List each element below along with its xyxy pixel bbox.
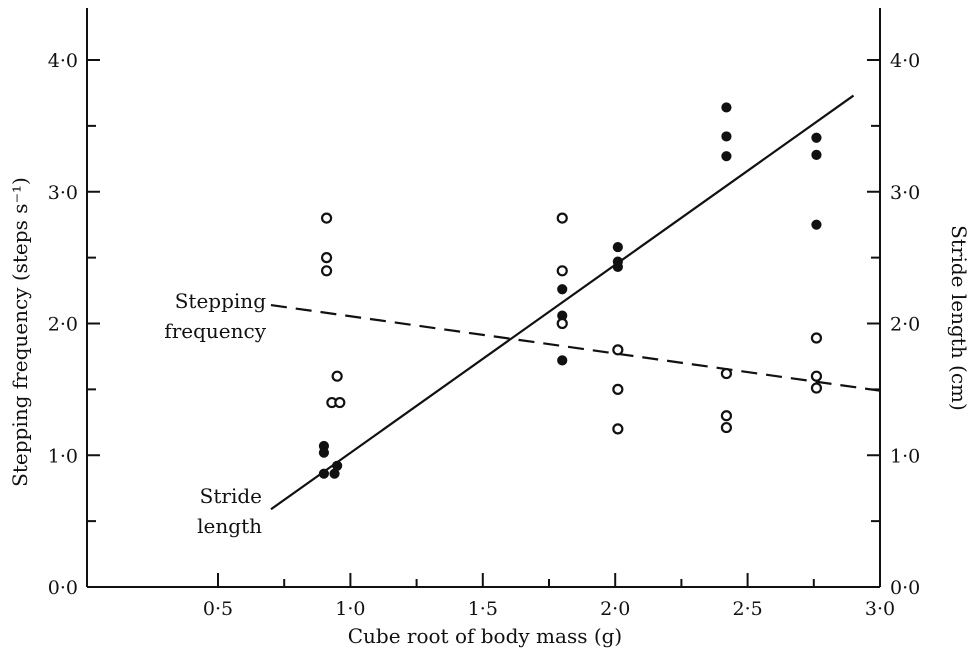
stepping-frequency-point: [556, 265, 568, 277]
y-left-tick-label: 3·0: [48, 182, 78, 204]
stepping-frequency-point: [612, 383, 624, 395]
stride-length-annotation-line1: Stride: [200, 484, 262, 508]
stride-length-point: [811, 149, 822, 160]
stride-length-point: [721, 131, 732, 142]
points-group: [318, 102, 823, 479]
x-tick-label: 2·5: [732, 598, 762, 620]
stepping-frequency-point: [612, 423, 624, 435]
stride-length-point: [612, 241, 623, 253]
stride-length-point: [811, 219, 822, 230]
y-right-tick-label: 1·0: [890, 445, 920, 467]
stride-length-fit-line: [270, 94, 855, 511]
stride-length-point: [557, 355, 568, 366]
stepping-frequency-point: [720, 410, 733, 422]
stepping-frequency-point: [331, 370, 343, 382]
stepping-frequency-point: [612, 344, 624, 356]
stride-length-point: [332, 460, 343, 471]
fit-lines-group: [270, 94, 881, 511]
stride-length-point: [721, 151, 732, 162]
x-tick-label: 3·0: [865, 598, 895, 620]
stepping-frequency-point: [320, 212, 333, 224]
stride-length-point: [318, 447, 330, 458]
stepping-frequency-point: [720, 367, 733, 380]
stepping-frequency-point: [320, 252, 333, 264]
stepping-frequency-point: [320, 265, 333, 277]
y-axis-right-title: Stride length (cm): [947, 225, 970, 411]
stepping-frequency-point: [810, 370, 823, 382]
stride-length-point: [318, 468, 330, 479]
y-axis-left-title: Stepping frequency (steps s⁻¹): [8, 177, 32, 487]
y-left-tick-label: 1·0: [48, 445, 78, 467]
stride-length-point: [612, 261, 623, 272]
stepping-frequency-point: [810, 382, 823, 394]
y-right-tick-label: 3·0: [890, 182, 920, 204]
x-axis-title: Cube root of body mass (g): [348, 624, 623, 648]
stride-length-annotation-line2: length: [197, 514, 262, 538]
y-right-tick-label: 4·0: [890, 50, 920, 72]
stride-length-point: [721, 102, 732, 113]
y-left-tick-label: 4·0: [48, 50, 78, 72]
stepping-frequency-fit-line: [270, 303, 881, 392]
stepping-frequency-point: [810, 332, 823, 344]
x-tick-label: 0·5: [203, 598, 233, 620]
stepping-frequency-point: [720, 421, 733, 434]
stepping-frequency-point: [556, 212, 568, 224]
y-right-tick-label: 0·0: [890, 577, 920, 599]
y-left-tick-label: 0·0: [48, 577, 78, 599]
stepping-frequency-point: [556, 317, 568, 330]
ticks-group: 0·5 1·0 1·5 2·0 2·5 3·00·01·02·03·04·00·01·02…: [48, 50, 920, 620]
stepping-frequency-annotation-line1: Stepping: [175, 289, 266, 313]
x-tick-label: 2·0: [600, 598, 630, 620]
x-tick-label: 1·0: [335, 598, 365, 620]
y-right-tick-label: 2·0: [890, 314, 920, 336]
y-left-tick-label: 2·0: [48, 314, 78, 336]
stride-length-point: [811, 132, 822, 143]
stepping-frequency-point: [334, 396, 346, 409]
stepping-frequency-annotation-line2: frequency: [164, 319, 266, 343]
x-tick-label: 1·5: [468, 598, 498, 620]
stride-length-point: [557, 284, 568, 295]
